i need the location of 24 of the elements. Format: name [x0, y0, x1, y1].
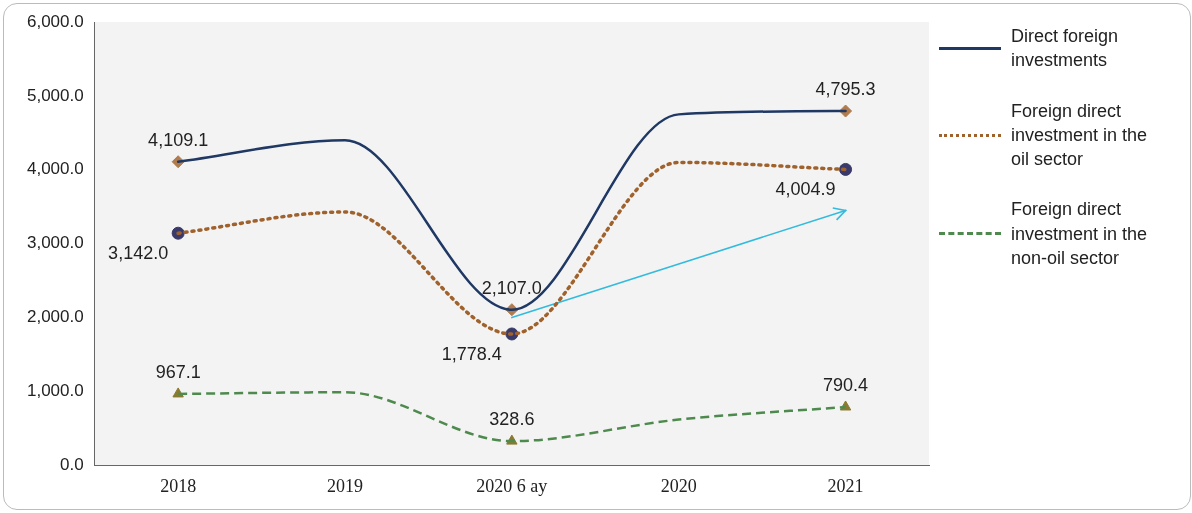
- x-tick-label: 2019: [327, 475, 363, 496]
- data-label: 2,107.0: [481, 277, 542, 298]
- x-tick-label: 2021: [827, 475, 864, 496]
- legend-label: Direct foreign investments: [1011, 25, 1120, 73]
- data-label: 4,795.3: [815, 79, 876, 99]
- data-label: 328.6: [489, 409, 535, 430]
- x-tick-label: 2020 6 ay: [476, 475, 548, 496]
- data-label: 790.4: [823, 374, 869, 395]
- data-label: 3,142.0: [108, 243, 169, 264]
- data-label: 967.1: [155, 361, 201, 382]
- y-tick-label: 0.0: [60, 455, 84, 475]
- y-tick-label: 1,000.0: [26, 381, 84, 401]
- y-tick-label: 5,000.0: [26, 85, 84, 105]
- legend-label: Foreign direct investment in the non-oil sector: [1011, 198, 1149, 271]
- x-tick-label: 2018: [160, 475, 197, 496]
- x-tick-label: 2020: [660, 475, 697, 496]
- data-label: 4,109.1: [148, 129, 209, 150]
- y-tick-label: 2,000.0: [26, 307, 84, 327]
- data-label: 4,004.9: [775, 179, 836, 200]
- y-tick-label: 4,000.0: [26, 159, 84, 179]
- data-label: 1,778.4: [441, 343, 502, 364]
- y-tick-label: 6,000.0: [26, 11, 84, 31]
- legend-label: Foreign direct investment in the oil sector: [1011, 99, 1149, 172]
- y-tick-label: 3,000.0: [26, 233, 84, 253]
